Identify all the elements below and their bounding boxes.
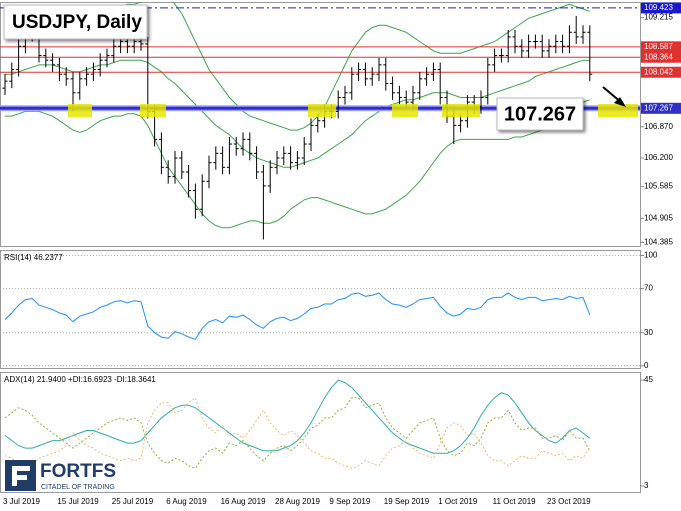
panel-frames — [0, 2, 641, 493]
logo: FORTFS CITADEL OF TRADING — [5, 460, 116, 491]
level-label: 109.423 — [644, 3, 673, 12]
chart-title: USDJPY, Daily — [12, 12, 142, 33]
level-label-bg — [641, 41, 681, 53]
level-label: 108.364 — [644, 52, 673, 61]
level-label: 108.042 — [644, 67, 673, 76]
level-label: 107.267 — [644, 103, 673, 112]
series-line — [4, 292, 591, 340]
callout-box — [496, 97, 584, 131]
level-label-bg — [641, 51, 681, 63]
price-frame — [0, 2, 641, 247]
rsi-plot — [0, 255, 640, 367]
x-tick-label: 15 Jul 2019 — [57, 497, 99, 506]
annotations: USDJPY, Daily 107.267 RSI(14) 46.2377 AD… — [3, 4, 626, 491]
highlight — [140, 104, 166, 117]
y-tick-label: 30 — [644, 328, 653, 337]
y-tick-label: 3 — [644, 481, 649, 490]
y-tick-label: 70 — [644, 284, 653, 293]
level-label-bg — [641, 2, 681, 14]
x-tick-label: 16 Aug 2019 — [221, 497, 266, 506]
x-tick-label: 25 Jul 2019 — [112, 497, 154, 506]
level-label-bg — [641, 66, 681, 78]
y-tick-label: 106.200 — [644, 153, 673, 162]
x-tick-label: 1 Oct 2019 — [438, 497, 478, 506]
x-tick-label: 3 Jul 2019 — [3, 497, 40, 506]
y-tick-label: 100 — [644, 251, 658, 260]
y-tick-label: 105.585 — [644, 182, 673, 191]
x-tick-label: 6 Aug 2019 — [166, 497, 207, 506]
y-tick-label: 45 — [644, 375, 653, 384]
highlight — [598, 104, 638, 117]
level-label: 108.587 — [644, 42, 673, 51]
x-tick-label: 11 Oct 2019 — [493, 497, 537, 506]
x-tick-label: 9 Sep 2019 — [329, 497, 370, 506]
y-tick-label: 104.905 — [644, 213, 673, 222]
y-tick-label: 106.870 — [644, 122, 673, 131]
series-line — [5, 99, 590, 229]
series-line — [4, 396, 591, 469]
level-label-bg — [641, 102, 681, 114]
highlight — [392, 104, 418, 117]
callout-price: 107.267 — [504, 103, 576, 125]
price-plot — [0, 2, 640, 240]
series-line — [4, 397, 591, 469]
highlight — [68, 104, 92, 117]
adx-frame — [0, 372, 641, 493]
series-line — [4, 379, 591, 454]
arrow-head — [614, 97, 626, 107]
rsi-frame — [0, 250, 641, 369]
highlights — [68, 104, 638, 117]
logo-mark — [12, 466, 30, 486]
x-tick-label: 28 Aug 2019 — [275, 497, 320, 506]
x-tick-label: 19 Sep 2019 — [384, 497, 430, 506]
y-tick-label: 0 — [644, 361, 649, 370]
x-tick-label: 23 Oct 2019 — [547, 497, 591, 506]
highlight — [442, 104, 480, 117]
adx-title: ADX(14) 21.9400 +DI:16.6923 -DI:18.3641 — [4, 375, 156, 384]
adx-plot — [4, 379, 591, 469]
title-box — [3, 4, 148, 40]
rsi-title: RSI(14) 46.2377 — [4, 253, 63, 262]
highlight — [308, 104, 336, 117]
y-tick-label: 109.215 — [644, 13, 673, 22]
y-tick-label: 104.385 — [644, 238, 673, 247]
logo-name: FORTFS — [40, 461, 116, 482]
logo-tagline: CITADEL OF TRADING — [41, 484, 115, 491]
